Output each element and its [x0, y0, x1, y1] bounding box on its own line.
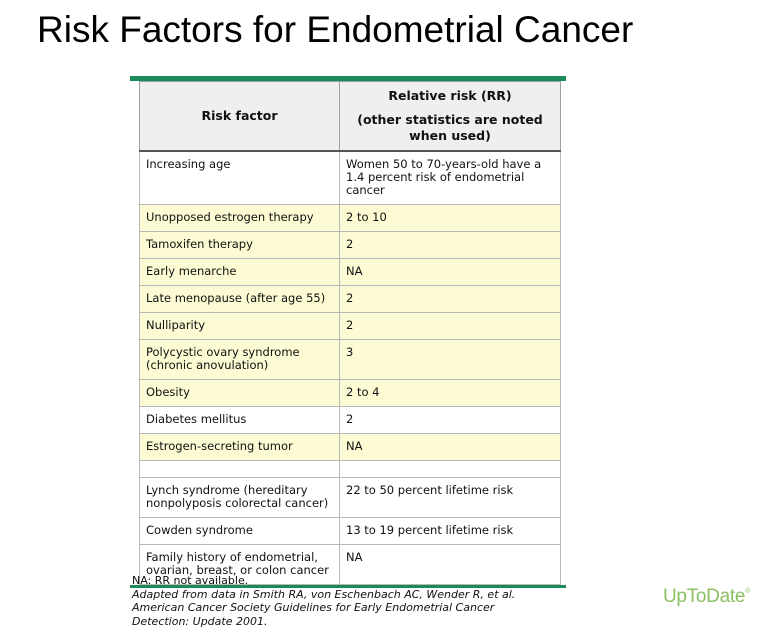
table-row: Unopposed estrogen therapy 2 to 10	[139, 204, 561, 232]
risk-factor-table: Risk factor Relative risk (RR) (other st…	[139, 81, 561, 585]
header-relative-risk-line1: Relative risk (RR)	[388, 88, 512, 103]
table-body: Increasing age Women 50 to 70-years-old h…	[139, 150, 561, 585]
risk-factor-cell: Lynch syndrome (hereditary nonpolyposis …	[139, 477, 340, 518]
table-bottom-rule	[130, 585, 566, 588]
relative-risk-cell	[339, 460, 561, 478]
relative-risk-cell: NA	[339, 258, 561, 286]
relative-risk-cell: NA	[339, 433, 561, 461]
header-relative-risk-line2: (other statistics are noted when used)	[357, 112, 543, 143]
risk-factor-cell: Family history of endometrial, ovarian, …	[139, 544, 340, 585]
table-row: Obesity 2 to 4	[139, 379, 561, 407]
relative-risk-cell: 2 to 4	[339, 379, 561, 407]
risk-factor-cell	[139, 460, 340, 478]
citation-line: Adapted from data in Smith RA, von Esche…	[132, 587, 516, 601]
table-row: Increasing age Women 50 to 70-years-old h…	[139, 150, 561, 205]
relative-risk-cell: 2	[339, 406, 561, 434]
na-note: NA: RR not available.	[132, 574, 249, 587]
relative-risk-cell: 2	[339, 312, 561, 340]
table-row: Estrogen-secreting tumor NA	[139, 433, 561, 461]
brand-name: UpToDate	[663, 586, 746, 607]
relative-risk-cell: 3	[339, 339, 561, 380]
risk-factor-cell: Cowden syndrome	[139, 517, 340, 545]
table-row: Late menopause (after age 55) 2	[139, 285, 561, 313]
uptodate-logo: UpToDate®	[663, 586, 750, 608]
table-row: Diabetes mellitus 2	[139, 406, 561, 434]
risk-factor-cell: Increasing age	[139, 150, 340, 205]
table-row: Family history of endometrial, ovarian, …	[139, 544, 561, 585]
relative-risk-cell: 2	[339, 231, 561, 259]
risk-factor-cell: Estrogen-secreting tumor	[139, 433, 340, 461]
table-top-rule	[130, 76, 566, 81]
risk-factor-cell: Tamoxifen therapy	[139, 231, 340, 259]
risk-factor-cell: Nulliparity	[139, 312, 340, 340]
relative-risk-cell: Women 50 to 70-years-old have a 1.4 perc…	[339, 150, 561, 205]
relative-risk-cell: 22 to 50 percent lifetime risk	[339, 477, 561, 518]
table-header-row: Risk factor Relative risk (RR) (other st…	[139, 81, 561, 152]
risk-factor-cell: Polycystic ovary syndrome (chronic anovu…	[139, 339, 340, 380]
table-row: Early menarche NA	[139, 258, 561, 286]
citation-line: American Cancer Society Guidelines for E…	[132, 601, 495, 614]
risk-factor-cell: Obesity	[139, 379, 340, 407]
table-notes: NA: RR not available. Adapted from data …	[132, 574, 515, 628]
header-risk-factor: Risk factor	[139, 81, 340, 152]
table-row: Nulliparity 2	[139, 312, 561, 340]
table-row: Lynch syndrome (hereditary nonpolyposis …	[139, 477, 561, 518]
relative-risk-cell: 2	[339, 285, 561, 313]
risk-factor-cell: Unopposed estrogen therapy	[139, 204, 340, 232]
relative-risk-cell: 2 to 10	[339, 204, 561, 232]
header-relative-risk: Relative risk (RR) (other statistics are…	[339, 81, 561, 152]
risk-factor-cell: Early menarche	[139, 258, 340, 286]
relative-risk-cell: 13 to 19 percent lifetime risk	[339, 517, 561, 545]
citation-line: Detection: Update 2001.	[132, 614, 268, 628]
table-row: Tamoxifen therapy 2	[139, 231, 561, 259]
slide-title: Risk Factors for Endometrial Cancer	[37, 9, 634, 50]
table-row: Cowden syndrome 13 to 19 percent lifetime…	[139, 517, 561, 545]
registered-mark: ®	[745, 588, 750, 595]
risk-factor-cell: Diabetes mellitus	[139, 406, 340, 434]
table-spacer-row	[139, 460, 561, 478]
table-row: Polycystic ovary syndrome (chronic anovu…	[139, 339, 561, 380]
risk-factor-cell: Late menopause (after age 55)	[139, 285, 340, 313]
relative-risk-cell: NA	[339, 544, 561, 585]
risk-factor-table-container: Risk factor Relative risk (RR) (other st…	[130, 76, 566, 588]
